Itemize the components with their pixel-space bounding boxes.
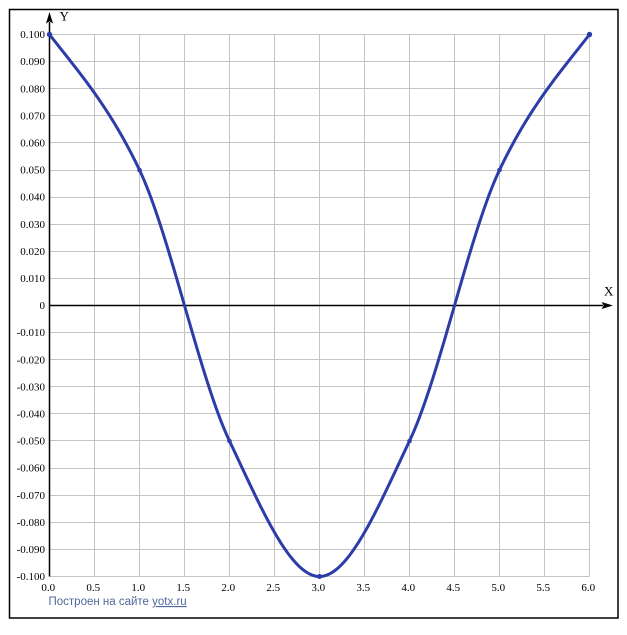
svg-text:0.070: 0.070 — [20, 110, 45, 122]
svg-text:Y: Y — [60, 9, 70, 24]
svg-text:0.100: 0.100 — [20, 29, 45, 41]
svg-text:0.010: 0.010 — [20, 273, 45, 285]
svg-text:4.5: 4.5 — [446, 582, 460, 594]
svg-text:0.080: 0.080 — [20, 83, 45, 95]
svg-text:-0.050: -0.050 — [17, 436, 46, 448]
svg-text:-0.020: -0.020 — [17, 354, 46, 366]
svg-text:-0.010: -0.010 — [17, 327, 46, 339]
svg-text:6.0: 6.0 — [581, 582, 595, 594]
svg-text:0.090: 0.090 — [20, 56, 45, 68]
svg-text:-0.060: -0.060 — [17, 463, 46, 475]
svg-text:0.040: 0.040 — [20, 192, 45, 204]
svg-text:0.5: 0.5 — [86, 582, 100, 594]
svg-text:5.5: 5.5 — [536, 582, 550, 594]
svg-text:5.0: 5.0 — [491, 582, 505, 594]
svg-text:3.5: 3.5 — [356, 582, 370, 594]
svg-text:3.0: 3.0 — [311, 582, 325, 594]
svg-text:-0.030: -0.030 — [17, 381, 46, 393]
svg-text:-0.100: -0.100 — [17, 571, 46, 583]
svg-text:1.0: 1.0 — [131, 582, 145, 594]
svg-text:X: X — [604, 284, 614, 299]
svg-text:1.5: 1.5 — [176, 582, 190, 594]
svg-text:2.0: 2.0 — [221, 582, 235, 594]
svg-text:0.030: 0.030 — [20, 219, 45, 231]
svg-text:-0.040: -0.040 — [17, 409, 46, 421]
svg-text:0.050: 0.050 — [20, 165, 45, 177]
svg-text:-0.090: -0.090 — [17, 544, 46, 556]
svg-text:-0.080: -0.080 — [17, 517, 46, 529]
svg-text:0: 0 — [40, 300, 46, 312]
svg-text:Построен на сайте yotx.ru: Построен на сайте yotx.ru — [49, 596, 187, 608]
svg-text:2.5: 2.5 — [266, 582, 280, 594]
svg-text:-0.070: -0.070 — [17, 490, 46, 502]
svg-text:4.0: 4.0 — [401, 582, 415, 594]
svg-text:0.060: 0.060 — [20, 138, 45, 150]
svg-text:0.020: 0.020 — [20, 246, 45, 258]
svg-text:0.0: 0.0 — [41, 582, 55, 594]
